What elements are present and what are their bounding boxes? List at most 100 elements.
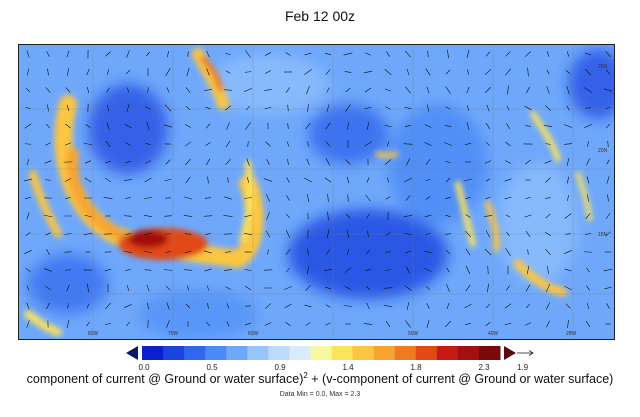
current-arrow: [266, 211, 270, 221]
current-arrow: [26, 302, 30, 310]
current-vector-arrows: [23, 49, 613, 329]
current-arrow: [244, 214, 252, 218]
current-arrow: [225, 158, 231, 166]
current-arrow: [483, 215, 493, 217]
current-arrow: [124, 215, 132, 217]
current-arrow: [565, 303, 571, 309]
current-arrow: [307, 248, 309, 256]
current-arrow: [326, 229, 330, 239]
current-arrow: [546, 69, 550, 75]
current-arrow: [405, 195, 411, 201]
current-arrow: [445, 249, 451, 255]
expression-part-2: + (v-component of current @ Ground or wa…: [307, 372, 614, 387]
current-arrow: [85, 124, 91, 128]
current-arrow: [383, 304, 393, 308]
current-arrow: [105, 302, 111, 310]
current-arrow: [547, 265, 549, 275]
current-arrow: [144, 177, 152, 183]
current-arrow: [327, 211, 329, 221]
current-arrow: [567, 319, 569, 329]
current-arrow: [304, 69, 312, 75]
current-arrow: [505, 68, 511, 76]
current-arrow: [367, 230, 369, 238]
current-arrow: [527, 249, 529, 255]
current-arrow: [246, 158, 250, 166]
current-arrow: [307, 265, 309, 275]
current-arrow: [224, 196, 232, 200]
current-arrow: [307, 104, 309, 112]
current-arrow: [545, 302, 551, 310]
current-arrow: [425, 233, 431, 235]
current-arrow: [66, 319, 70, 329]
current-arrow: [86, 321, 90, 327]
current-arrow: [165, 285, 171, 291]
current-arrow: [185, 303, 191, 309]
current-arrow: [507, 85, 509, 95]
current-arrow: [264, 303, 272, 309]
current-arrow: [64, 142, 72, 146]
current-arrow: [287, 158, 289, 166]
current-arrow: [183, 196, 193, 200]
colorbar-tick: 2.3: [478, 363, 490, 372]
vector-reference-value: 1.9: [517, 363, 529, 372]
current-arrow: [366, 213, 370, 219]
current-arrow: [86, 283, 90, 293]
current-arrow: [546, 51, 550, 57]
current-arrow: [345, 87, 351, 93]
current-arrow: [284, 286, 292, 290]
current-arrow: [46, 248, 50, 256]
current-arrow: [487, 265, 489, 275]
current-arrow: [205, 106, 211, 110]
current-arrow: [284, 303, 292, 309]
current-arrow: [106, 87, 110, 93]
current-arrow: [324, 177, 332, 183]
expression-part-1: component of current @ Ground or water s…: [26, 372, 304, 387]
current-arrow: [307, 141, 309, 147]
current-arrow: [587, 194, 589, 202]
current-arrow: [485, 142, 491, 146]
current-arrow: [345, 213, 351, 219]
current-arrow: [67, 67, 69, 77]
current-arrow: [184, 233, 192, 235]
colorbar-tick: 0.9: [274, 363, 286, 372]
current-arrow: [403, 143, 413, 145]
current-arrow: [565, 70, 571, 74]
current-arrow: [344, 267, 352, 273]
current-arrow: [446, 267, 450, 273]
current-arrow: [45, 142, 51, 146]
current-arrow: [185, 87, 191, 93]
current-arrow: [405, 86, 411, 94]
current-arrow: [27, 68, 29, 76]
current-arrow: [164, 215, 172, 217]
current-arrow: [465, 322, 471, 326]
current-arrow: [344, 285, 352, 291]
current-arrow: [226, 122, 230, 130]
current-arrow: [186, 67, 190, 77]
current-arrow: [83, 142, 93, 146]
current-arrow: [423, 250, 433, 254]
current-arrow: [286, 141, 290, 147]
current-arrow: [264, 52, 272, 56]
current-arrow: [585, 320, 591, 328]
current-arrow: [326, 87, 330, 93]
current-arrow: [125, 269, 131, 271]
current-arrow: [586, 158, 590, 166]
current-arrow: [326, 104, 330, 112]
current-arrow: [264, 106, 272, 110]
current-arrow: [545, 177, 551, 183]
current-arrow: [505, 248, 511, 256]
current-arrow: [183, 215, 193, 217]
current-arrow: [266, 194, 270, 202]
current-arrow: [126, 50, 130, 58]
current-arrow: [324, 52, 332, 56]
current-arrow: [584, 233, 592, 235]
current-arrow: [44, 285, 52, 291]
colorbar-tick: 1.4: [342, 363, 354, 372]
colorbar-under-arrow: [126, 346, 138, 360]
current-arrow: [567, 195, 569, 201]
current-arrow: [463, 178, 473, 182]
current-arrow: [386, 141, 390, 147]
current-arrow: [446, 303, 450, 309]
current-arrow: [45, 179, 51, 181]
current-arrow: [526, 303, 530, 309]
